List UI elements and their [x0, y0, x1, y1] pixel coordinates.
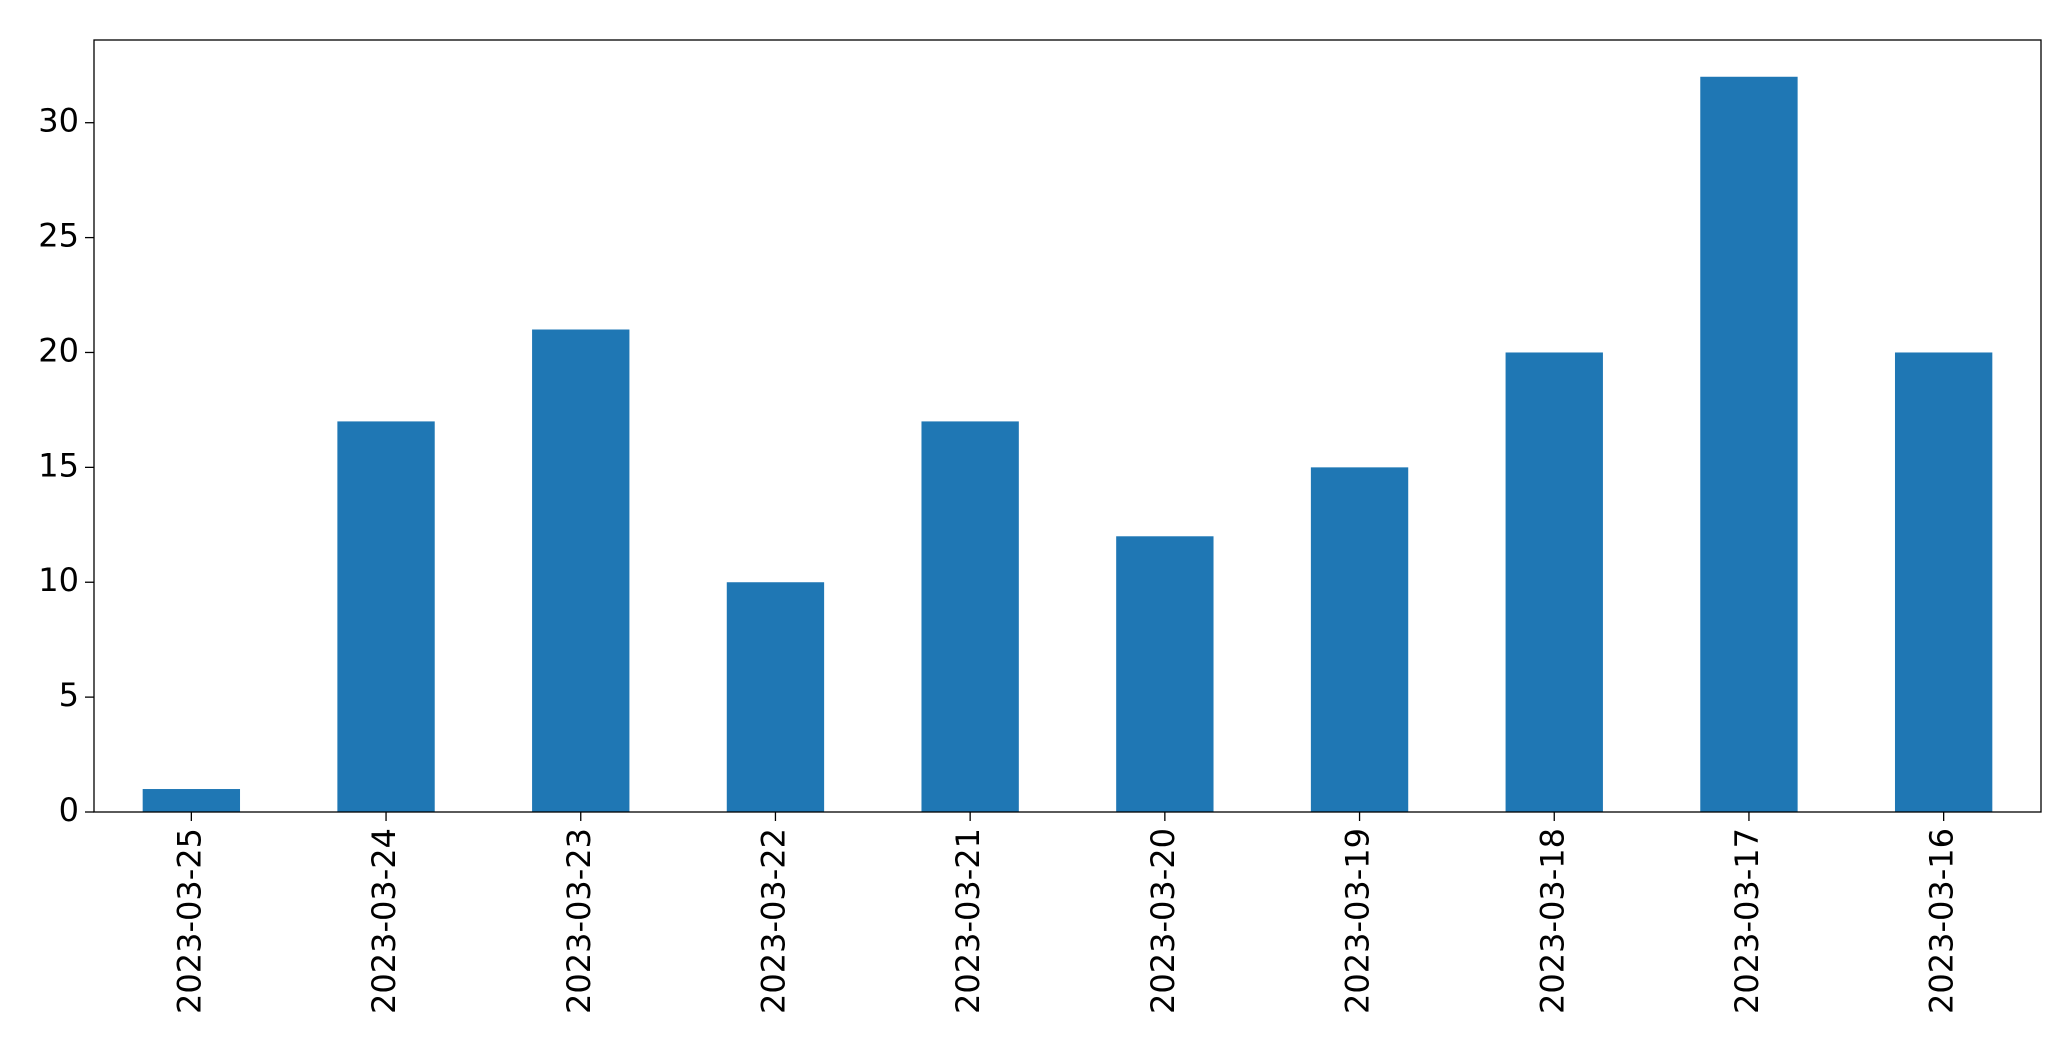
axes-frame: [93, 39, 2042, 813]
y-tick-label: 5: [59, 676, 79, 714]
x-tick-label: 2023-03-21: [949, 828, 987, 1014]
x-tick-label: 2023-03-24: [365, 828, 403, 1014]
y-tick-label: 25: [38, 217, 79, 255]
x-tick-label: 2023-03-25: [170, 828, 208, 1014]
x-tick-label: 2023-03-23: [560, 828, 598, 1014]
bar: [1505, 352, 1603, 812]
y-tick-label: 15: [38, 446, 79, 484]
y-tick-label: 30: [38, 102, 79, 140]
bar: [1700, 76, 1798, 812]
x-tick-label: 2023-03-17: [1728, 828, 1766, 1014]
x-tick-label: 2023-03-22: [754, 828, 792, 1014]
bar: [726, 582, 825, 812]
y-tick-label: 0: [59, 791, 79, 829]
x-tick-label: 2023-03-18: [1533, 828, 1571, 1014]
bar: [142, 789, 241, 812]
bar: [1894, 352, 1993, 812]
y-tick-label: 20: [38, 331, 79, 369]
bar: [921, 421, 1019, 812]
x-tick-label: 2023-03-19: [1339, 828, 1377, 1014]
bar: [532, 329, 630, 812]
x-tick-label: 2023-03-16: [1923, 828, 1961, 1014]
bar: [1310, 467, 1409, 812]
x-tick-label: 2023-03-20: [1144, 828, 1182, 1014]
y-tick-label: 10: [38, 561, 79, 599]
bar: [1116, 536, 1214, 812]
bar: [337, 421, 435, 812]
